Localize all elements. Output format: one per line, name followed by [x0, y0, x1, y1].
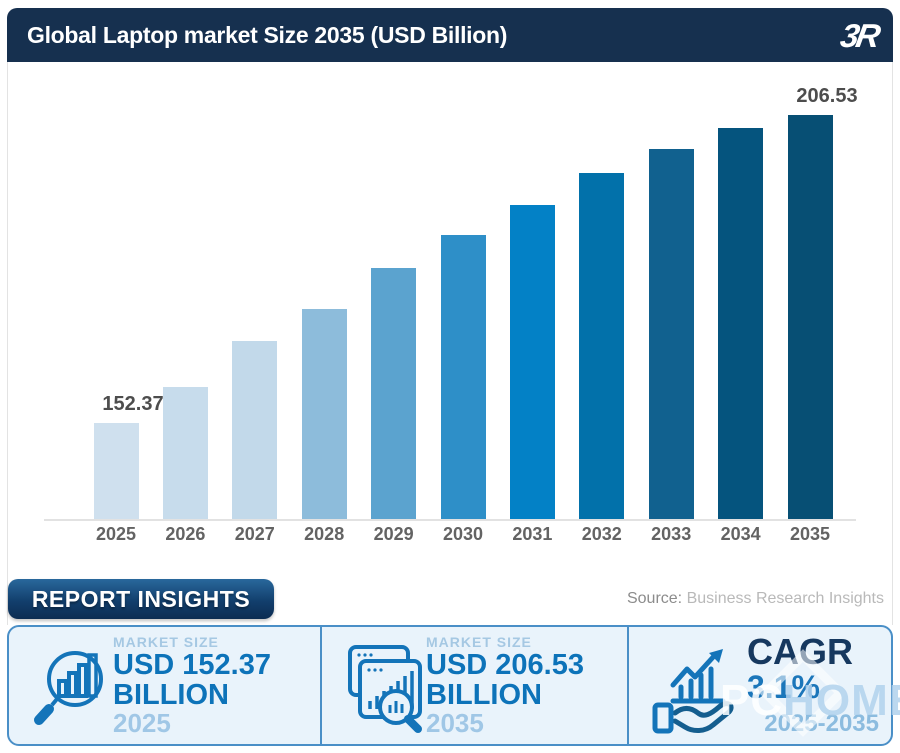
x-tick-2032: 2032 [581, 524, 622, 544]
chart-panel: 2025 2026 2027 2028 2029 2030 2031 2032 2033 2034… [7, 62, 893, 568]
cagr-card: CAGR 3.1% 2025-2035 [629, 627, 891, 744]
bar-2035 [787, 115, 833, 519]
magnifier-bar-chart-icon [31, 639, 111, 740]
x-tick-2030: 2030 [442, 524, 484, 544]
data-label-2035: 206.53 [796, 85, 858, 107]
bar-2031 [509, 205, 555, 519]
x-tick-2035: 2035 [789, 524, 831, 544]
market-size-2025-unit: BILLION [113, 678, 229, 711]
market-size-2035-unit: BILLION [426, 678, 542, 711]
cagr-title: CAGR [747, 631, 853, 672]
bar-2032 [579, 173, 625, 519]
source-value: Business Research Insights [682, 590, 884, 607]
bar-plot: 2025 2026 2027 2028 2029 2030 2031 2032 2033 2034… [8, 62, 892, 568]
bar-2029 [371, 268, 417, 519]
x-tick-2033: 2033 [651, 524, 692, 544]
market-size-2025-text: MARKET SIZE USD 152.37 BILLION 2025 [113, 635, 271, 737]
x-tick-2026: 2026 [165, 524, 206, 544]
brand-logo-icon: 3R [837, 16, 881, 54]
cagr-value: 3.1% [747, 668, 820, 705]
market-size-2025-card: MARKET SIZE USD 152.37 BILLION 2025 [9, 627, 322, 744]
insights-strip: REPORT INSIGHTS Source: Business Researc… [7, 568, 893, 625]
bar-2028 [301, 309, 347, 519]
bar-2030 [440, 235, 486, 519]
source-note: Source: Business Research Insights [627, 590, 884, 608]
bar-2034 [718, 128, 764, 519]
market-size-2035-year: 2035 [426, 707, 484, 738]
x-tick-2027: 2027 [234, 524, 275, 544]
header: Global Laptop market Size 2035 (USD Bill… [7, 8, 893, 62]
x-tick-2029: 2029 [373, 524, 414, 544]
market-size-2025-value: USD 152.37 [113, 648, 271, 681]
x-tick-2028: 2028 [304, 524, 345, 544]
insight-cards: MARKET SIZE USD 152.37 BILLION 2025 [7, 625, 893, 746]
market-size-2035-card: MARKET SIZE USD 206.53 BILLION 2035 [322, 627, 629, 744]
market-size-2025-year: 2025 [113, 707, 171, 738]
bar-2027 [232, 341, 278, 519]
data-label-2025: 152.37 [102, 393, 164, 415]
x-axis-baseline [44, 519, 856, 521]
bar-2025 [93, 423, 139, 519]
cagr-period: 2025-2035 [764, 710, 879, 737]
kicker-label: MARKET SIZE [113, 634, 219, 650]
x-tick-2031: 2031 [512, 524, 553, 544]
kicker-label: MARKET SIZE [426, 634, 532, 650]
market-size-2035-value: USD 206.53 [426, 648, 584, 681]
page-title: Global Laptop market Size 2035 (USD Bill… [27, 21, 508, 48]
cagr-text: CAGR 3.1% [747, 633, 853, 704]
x-tick-2034: 2034 [720, 524, 761, 544]
bar-2033 [648, 149, 694, 519]
hand-growth-chart-icon [649, 641, 741, 742]
market-size-2035-text: MARKET SIZE USD 206.53 BILLION 2035 [426, 635, 584, 737]
bar-2026 [162, 387, 208, 519]
report-insights-badge: REPORT INSIGHTS [8, 579, 274, 619]
source-label: Source: [626, 590, 683, 607]
card-frame: Global Laptop market Size 2035 (USD Bill… [7, 8, 893, 746]
windows-chart-magnifier-icon [344, 639, 428, 740]
x-tick-2025: 2025 [95, 524, 137, 544]
